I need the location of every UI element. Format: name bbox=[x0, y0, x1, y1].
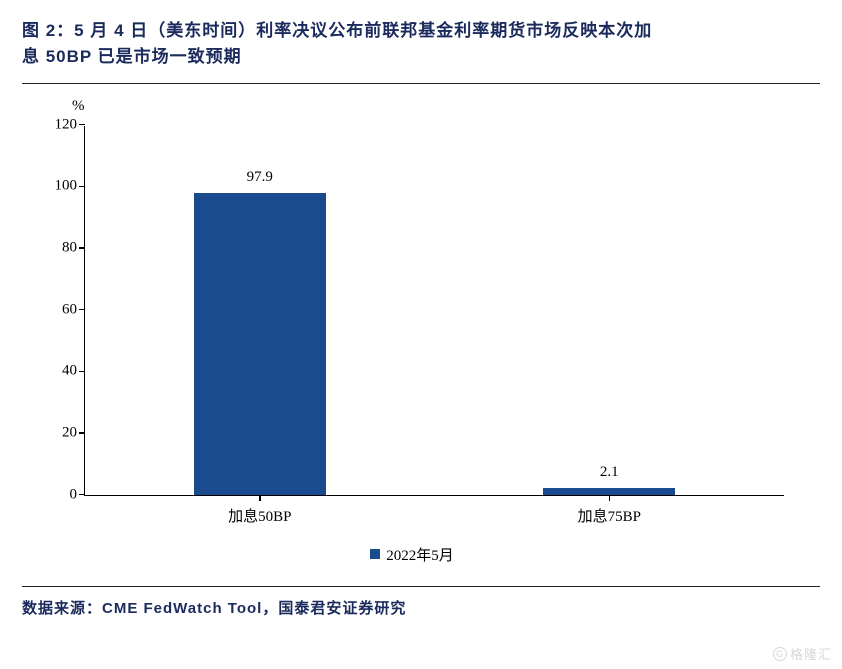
top-divider bbox=[22, 83, 820, 84]
y-tick-mark bbox=[79, 494, 85, 496]
watermark: G 格隆汇 bbox=[773, 644, 832, 663]
y-axis-unit: % bbox=[72, 98, 85, 115]
y-tick-mark bbox=[79, 371, 85, 373]
y-tick-label: 120 bbox=[55, 116, 78, 133]
y-tick-label: 20 bbox=[62, 425, 77, 442]
watermark-text: 格隆汇 bbox=[790, 644, 832, 663]
y-tick-mark bbox=[79, 247, 85, 249]
source-citation: 数据来源：CME FedWatch Tool，国泰君安证券研究 bbox=[22, 597, 820, 618]
y-tick-label: 60 bbox=[62, 301, 77, 318]
legend: 2022年5月 bbox=[22, 544, 802, 565]
y-tick-label: 40 bbox=[62, 363, 77, 380]
y-tick-label: 80 bbox=[62, 240, 77, 257]
x-tick-label: 加息50BP bbox=[228, 505, 291, 526]
figure-title-line2: 息 50BP 已是市场一致预期 bbox=[22, 44, 820, 70]
y-tick-mark bbox=[79, 124, 85, 126]
y-tick-mark bbox=[79, 186, 85, 188]
y-tick-label: 100 bbox=[55, 178, 78, 195]
bar-chart: % 02040608010012097.9加息50BP2.1加息75BP 202… bbox=[22, 92, 802, 582]
bottom-divider bbox=[22, 586, 820, 587]
x-tick-label: 加息75BP bbox=[578, 505, 641, 526]
bar-value-label: 97.9 bbox=[247, 169, 273, 186]
x-tick-mark bbox=[609, 495, 611, 501]
bar: 97.9 bbox=[194, 193, 326, 495]
y-tick-mark bbox=[79, 432, 85, 434]
bar-value-label: 2.1 bbox=[600, 464, 619, 481]
watermark-icon: G bbox=[773, 647, 787, 661]
figure-title: 图 2：5 月 4 日（美东时间）利率决议公布前联邦基金利率期货市场反映本次加 … bbox=[22, 18, 820, 79]
plot-area: 02040608010012097.9加息50BP2.1加息75BP bbox=[84, 126, 784, 496]
legend-label: 2022年5月 bbox=[386, 544, 454, 565]
y-tick-mark bbox=[79, 309, 85, 311]
figure-title-line1: 图 2：5 月 4 日（美东时间）利率决议公布前联邦基金利率期货市场反映本次加 bbox=[22, 18, 820, 44]
x-tick-mark bbox=[259, 495, 261, 501]
legend-swatch bbox=[370, 549, 380, 559]
y-tick-label: 0 bbox=[70, 486, 78, 503]
